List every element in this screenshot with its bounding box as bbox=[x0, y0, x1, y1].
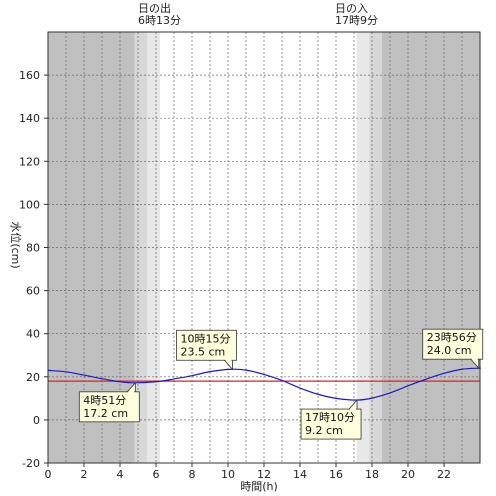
annotation-value: 24.0 cm bbox=[427, 344, 472, 357]
x-tick-label: 16 bbox=[329, 468, 343, 481]
sunset-title: 日の入 bbox=[335, 2, 368, 15]
annotation-box bbox=[78, 391, 140, 423]
annotation-box bbox=[300, 408, 362, 440]
y-tick-label: 120 bbox=[19, 155, 40, 168]
y-tick-label: 160 bbox=[19, 69, 40, 82]
y-tick-label: 40 bbox=[26, 328, 40, 341]
x-tick-label: 2 bbox=[81, 468, 88, 481]
y-axis-title: 水位(cm) bbox=[9, 221, 23, 268]
twilight-band-evening-outer bbox=[369, 32, 382, 463]
annotation-box bbox=[176, 329, 237, 361]
series bbox=[47, 367, 482, 401]
grid-lines bbox=[48, 32, 480, 463]
x-tick-label: 0 bbox=[45, 468, 52, 481]
x-tick-label: 22 bbox=[437, 468, 451, 481]
x-tick-label: 12 bbox=[257, 468, 271, 481]
y-tick-label: 100 bbox=[19, 198, 40, 211]
twilight-band-evening-inner bbox=[356, 32, 370, 463]
x-tick-label: 6 bbox=[153, 468, 160, 481]
y-tick-label: 20 bbox=[26, 371, 40, 384]
annotation-time: 17時10分 bbox=[305, 411, 355, 424]
tide-series-line bbox=[47, 367, 482, 401]
y-tick-label: -20 bbox=[22, 457, 40, 470]
annotation-box bbox=[422, 328, 484, 360]
y-tick-label: 0 bbox=[33, 414, 40, 427]
annotation-value: 17.2 cm bbox=[83, 407, 128, 420]
annotation-time: 10時15分 bbox=[181, 332, 231, 345]
y-tick-label: 80 bbox=[26, 242, 40, 255]
y-tick-label: 60 bbox=[26, 285, 40, 298]
x-tick-label: 8 bbox=[189, 468, 196, 481]
x-tick-label: 14 bbox=[293, 468, 307, 481]
night-band-evening bbox=[381, 32, 480, 463]
annotation-time: 23時56分 bbox=[427, 331, 477, 344]
axes: 0 2 4 6 8 10 12 14 16 18 20 22 -20 0 20 40 60 80 100 120 140… bbox=[19, 31, 481, 481]
sunrise-time: 6時13分 bbox=[138, 14, 181, 27]
annotation-value: 9.2 cm bbox=[305, 424, 343, 437]
x-tick-label: 18 bbox=[365, 468, 379, 481]
annotation-time: 4時51分 bbox=[83, 394, 126, 407]
x-tick-label: 4 bbox=[117, 468, 124, 481]
x-tick-label: 10 bbox=[221, 468, 235, 481]
y-tick-label: 140 bbox=[19, 112, 40, 125]
sunrise-title: 日の出 bbox=[138, 1, 171, 15]
x-tick-label: 20 bbox=[401, 468, 415, 481]
x-axis-title: 時間(h) bbox=[240, 480, 278, 493]
annotation-value: 23.5 cm bbox=[181, 345, 226, 358]
sunset-time: 17時9分 bbox=[335, 14, 378, 27]
